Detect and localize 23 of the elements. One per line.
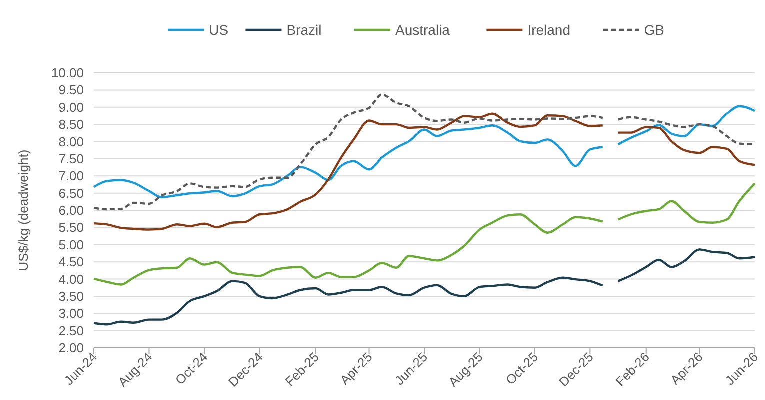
y-tick-label: 8.50 <box>58 117 84 132</box>
y-tick-label: 7.00 <box>58 168 84 184</box>
y-tick-label: 5.50 <box>58 220 84 236</box>
y-tick-label: 3.00 <box>58 306 84 322</box>
legend-label: Australia <box>396 22 450 38</box>
y-tick-label: 5.00 <box>58 237 84 252</box>
y-axis-title: US$/kg (deadweight) <box>16 150 31 272</box>
y-tick-label: 9.50 <box>58 82 84 98</box>
y-tick-label: 9.00 <box>58 100 84 115</box>
legend-label: GB <box>644 22 665 38</box>
y-tick-label: 2.00 <box>58 340 84 356</box>
y-tick-label: 4.50 <box>58 254 84 270</box>
legend-label: Brazil <box>286 22 322 38</box>
y-tick-label: 6.50 <box>58 186 84 201</box>
y-tick-label: 2.50 <box>58 323 84 338</box>
legend-label: Ireland <box>528 22 571 38</box>
y-tick-label: 7.50 <box>58 151 84 166</box>
y-tick-label: 4.00 <box>58 272 84 287</box>
y-tick-label: 8.00 <box>58 134 84 150</box>
y-tick-label: 6.00 <box>58 203 84 218</box>
y-tick-label: 3.50 <box>58 288 84 304</box>
y-tick-label: 10.00 <box>51 66 84 81</box>
legend-label: US <box>209 22 229 38</box>
